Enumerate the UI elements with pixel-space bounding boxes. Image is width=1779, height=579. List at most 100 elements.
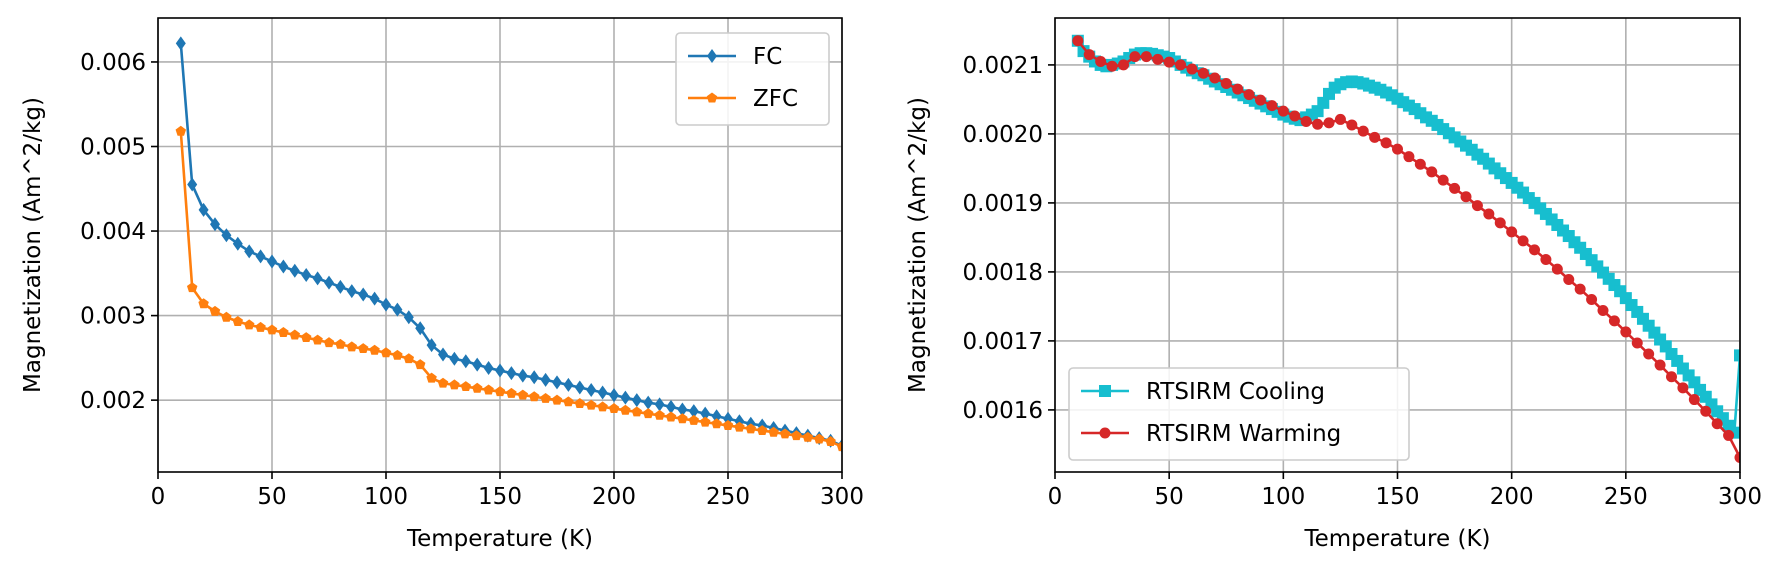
data-point-zfc	[209, 305, 221, 316]
data-point-fc	[426, 338, 437, 353]
data-point-fc	[711, 409, 722, 424]
data-point-zfc	[722, 420, 734, 430]
data-point-zfc	[734, 421, 745, 432]
data-point-fc	[369, 291, 380, 306]
data-point-zfc	[323, 337, 335, 348]
data-point-fc	[517, 368, 528, 383]
data-point-rtsirm-warming	[1483, 208, 1495, 220]
legend-entry-rtsirm-warming: RTSIRM Warming	[1081, 421, 1341, 447]
x-tick-label: 150	[478, 484, 522, 510]
data-point-rtsirm-warming	[1346, 119, 1358, 131]
data-point-fc	[609, 388, 619, 403]
legend-label: ZFC	[753, 86, 798, 112]
data-point-fc	[666, 399, 676, 414]
data-point-fc	[597, 385, 608, 400]
legend-box	[1068, 367, 1410, 461]
data-point-rtsirm-warming	[1620, 326, 1632, 338]
legend: FC ZFC	[675, 32, 830, 126]
data-point-fc	[552, 375, 562, 390]
data-point-fc	[187, 177, 198, 192]
data-point-rtsirm-warming	[1517, 235, 1529, 247]
data-point-zfc	[198, 298, 209, 309]
data-point-zfc	[699, 416, 711, 427]
data-point-rtsirm-warming	[1334, 113, 1346, 125]
x-tick-label: 0	[1048, 484, 1063, 510]
x-tick-label: 100	[364, 484, 408, 510]
x-tick-label: 300	[820, 484, 864, 510]
legend-swatch-marker	[706, 92, 718, 103]
data-point-zfc	[620, 404, 631, 415]
data-point-zfc	[677, 413, 688, 424]
x-tick-label: 250	[1604, 484, 1648, 510]
x-tick-label: 100	[1261, 484, 1305, 510]
data-point-zfc	[278, 327, 289, 337]
data-point-zfc	[221, 311, 232, 322]
data-point-zfc	[802, 431, 814, 442]
data-point-fc	[529, 370, 540, 385]
data-point-zfc	[756, 425, 768, 436]
x-tick-label: 200	[1490, 484, 1534, 510]
data-point-fc	[677, 402, 688, 417]
data-point-zfc	[836, 441, 842, 452]
y-tick-label: 0.005	[80, 135, 146, 161]
data-point-rtsirm-cooling	[1585, 254, 1598, 267]
data-point-zfc	[642, 408, 654, 419]
data-point-rtsirm-warming	[1095, 55, 1107, 67]
y-axis-label: Magnetization (Am^2/kg)	[905, 97, 931, 393]
data-point-zfc	[813, 433, 825, 444]
data-point-rtsirm-warming	[1369, 131, 1381, 143]
data-point-fc	[221, 228, 232, 243]
data-point-rtsirm-warming	[1688, 394, 1700, 406]
data-point-fc	[506, 366, 517, 381]
data-point-fc	[392, 302, 403, 317]
data-point-rtsirm-warming	[1380, 137, 1392, 149]
legend-entry-rtsirm-cooling: RTSIRM Cooling	[1081, 379, 1325, 405]
y-tick-label: 0.0021	[963, 53, 1043, 79]
x-tick-label: 50	[1155, 484, 1184, 510]
data-point-rtsirm-cooling	[1734, 349, 1740, 362]
data-point-rtsirm-warming	[1277, 105, 1289, 117]
data-point-zfc	[426, 372, 437, 383]
data-point-rtsirm-warming	[1700, 405, 1712, 417]
data-point-fc	[232, 236, 243, 251]
data-point-fc	[267, 254, 277, 269]
data-point-zfc	[266, 324, 278, 335]
legend-label: RTSIRM Cooling	[1146, 379, 1325, 405]
y-tick-label: 0.0019	[963, 191, 1043, 217]
data-point-zfc	[574, 398, 586, 408]
data-point-zfc	[289, 329, 301, 340]
data-point-rtsirm-warming	[1426, 166, 1438, 178]
data-point-rtsirm-warming	[1677, 382, 1689, 394]
data-point-fc	[586, 382, 597, 397]
data-point-fc	[324, 275, 334, 290]
rtsirm-chart: 0 50 100 150 200 250 300 0.0016 0.0017 0.0018 0.00…	[905, 17, 1762, 552]
x-tick-label: 0	[151, 484, 166, 510]
data-point-zfc	[460, 381, 472, 392]
data-point-fc	[358, 287, 369, 302]
legend-swatch-marker	[1099, 427, 1111, 439]
fc-zfc-chart: 0 50 100 150 200 250 300 0.002 0.003 0.004 0.005 0.…	[20, 17, 864, 552]
x-tick-label: 200	[592, 484, 636, 510]
data-point-zfc	[779, 428, 791, 439]
data-point-rtsirm-warming	[1266, 100, 1278, 112]
data-point-rtsirm-warming	[1289, 110, 1301, 122]
y-tick-label: 0.0017	[963, 329, 1043, 355]
data-point-fc	[210, 217, 220, 232]
data-point-zfc	[380, 347, 392, 358]
data-point-zfc	[369, 344, 380, 355]
data-point-zfc	[551, 394, 563, 405]
data-point-zfc	[791, 430, 802, 441]
data-point-rtsirm-warming	[1312, 118, 1324, 130]
data-point-rtsirm-warming	[1529, 244, 1540, 256]
data-point-zfc	[585, 399, 597, 410]
data-point-rtsirm-warming	[1140, 51, 1152, 63]
data-point-zfc	[437, 377, 449, 388]
data-point-zfc	[449, 379, 460, 390]
data-point-zfc	[414, 359, 426, 370]
data-point-rtsirm-warming	[1106, 60, 1118, 72]
data-point-rtsirm-warming	[1403, 151, 1415, 163]
data-point-rtsirm-warming	[1129, 51, 1141, 63]
data-point-rtsirm-warming	[1175, 59, 1187, 71]
data-point-zfc	[825, 436, 836, 447]
data-point-zfc	[506, 387, 517, 398]
